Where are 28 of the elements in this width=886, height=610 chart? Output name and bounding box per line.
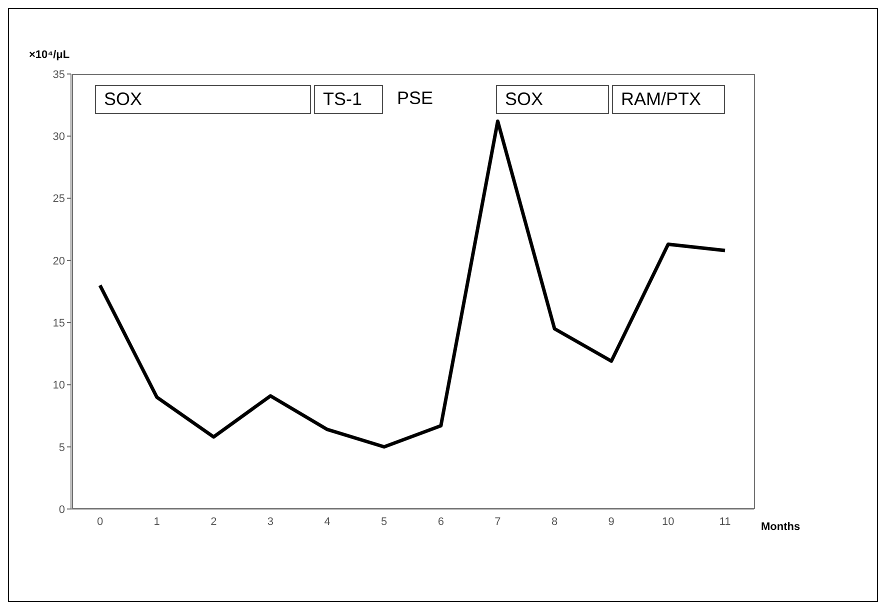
x-tick-label: 0 <box>96 516 104 528</box>
annotation: SOX <box>95 85 311 114</box>
annotation: PSE <box>396 87 434 110</box>
x-tick-label: 9 <box>608 516 614 528</box>
y-tick-label: 15 <box>52 317 65 330</box>
line-series <box>98 119 727 449</box>
x-tick-label: 3 <box>267 516 274 528</box>
annotation: RAM/PTX <box>612 85 725 114</box>
x-tick-label: 6 <box>438 516 444 528</box>
x-tick-label: 2 <box>210 516 217 528</box>
x-axis-title: Months <box>761 521 800 533</box>
y-tick-label: 5 <box>58 442 65 454</box>
x-tick-label: 4 <box>324 516 330 528</box>
x-tick-label: 5 <box>381 516 388 528</box>
y-tick-label: 20 <box>52 255 65 268</box>
y-tick-label: 10 <box>52 380 65 392</box>
y-tick-label: 35 <box>52 68 65 81</box>
x-tick-label: 10 <box>662 516 674 528</box>
x-tick-label: 11 <box>719 516 731 528</box>
y-tick-label: 25 <box>52 193 65 206</box>
annotation: SOX <box>496 85 609 114</box>
y-axis-title: ×10⁴/μL <box>29 49 70 61</box>
annotation: TS-1 <box>314 85 383 114</box>
x-tick-label: 7 <box>494 516 501 528</box>
x-tick-label: 1 <box>154 516 160 528</box>
y-tick-label: 30 <box>52 131 65 144</box>
x-tick-label: 8 <box>551 516 558 528</box>
y-tick-label: 0 <box>58 504 65 516</box>
